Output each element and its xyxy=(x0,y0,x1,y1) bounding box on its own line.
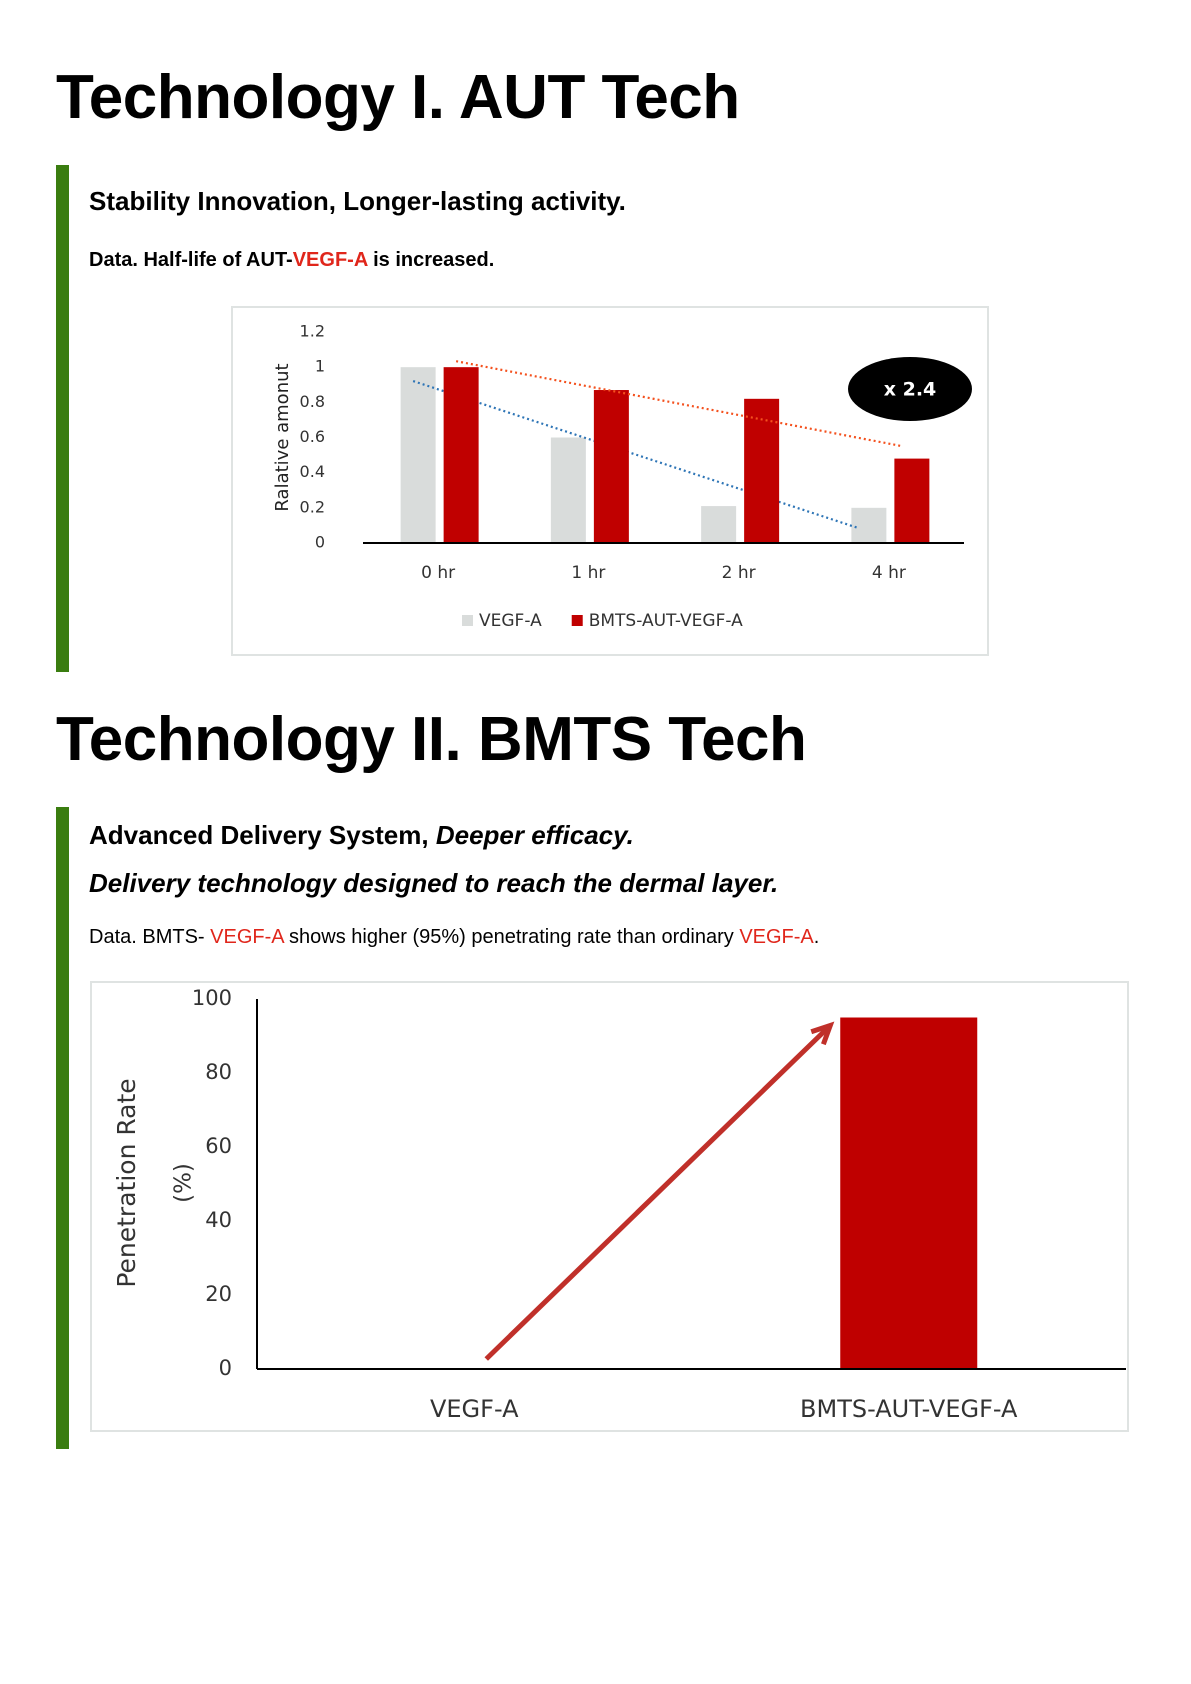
bar xyxy=(840,1017,978,1369)
y-tick-label: 1 xyxy=(315,357,325,376)
chart: 0 0.2 0.4 0.6 0.8 1 1.2 Ralative amonut 0 hr 1 hr… xyxy=(272,322,972,631)
y-axis-label: Penetration Rate xyxy=(112,1078,141,1287)
chart-frame: 0 20 40 60 80 100 Penetration Rate (%) VEGF-A BMT… xyxy=(90,981,1129,1432)
y-tick-label: 60 xyxy=(205,1134,232,1158)
legend-swatch xyxy=(571,615,583,626)
y-axis-label: Ralative amonut xyxy=(272,363,293,511)
chart: 0 20 40 60 80 100 Penetration Rate (%) VEGF-A BMT… xyxy=(112,986,1126,1423)
y-tick-label: 0.2 xyxy=(300,497,325,516)
x-tick-label: 1 hr xyxy=(571,563,605,583)
y-tick-label: 80 xyxy=(205,1060,232,1084)
chart-frame: 0 0.2 0.4 0.6 0.8 1 1.2 Ralative amonut 0 hr 1 hr… xyxy=(231,306,989,656)
text: VEGF-A xyxy=(292,249,368,271)
bar xyxy=(550,437,586,543)
arrow-head xyxy=(810,1021,835,1046)
text: Deeper efficacy. xyxy=(435,820,634,850)
y-tick-label: 0.6 xyxy=(300,427,325,446)
trendline xyxy=(455,360,903,448)
accent-bar xyxy=(56,165,69,672)
text: . xyxy=(813,926,820,948)
arrow xyxy=(484,1023,832,1361)
y-tick-label: 1.2 xyxy=(300,322,325,341)
bar xyxy=(851,507,887,543)
x-tick-label: 2 hr xyxy=(722,563,756,583)
legend-label: VEGF-A xyxy=(479,611,542,631)
y-tick-label: 0 xyxy=(219,1356,232,1380)
section-subheading: Delivery technology designed to reach th… xyxy=(89,868,779,898)
bar xyxy=(701,506,737,543)
bar xyxy=(744,398,780,543)
text: VEGF-A xyxy=(210,926,284,948)
text: Advanced Delivery System, xyxy=(89,820,436,850)
section-title: Technology II. BMTS Tech xyxy=(56,705,807,774)
data-caption: Data. Half-life of AUT-VEGF-A is increas… xyxy=(89,249,494,272)
bar xyxy=(443,367,479,543)
text: Data. Half-life of AUT- xyxy=(89,249,293,271)
y-axis-label: (%) xyxy=(171,1163,197,1203)
legend-swatch xyxy=(462,615,473,626)
y-tick-label: 0 xyxy=(315,533,325,552)
section-heading: Stability Innovation, Longer-lasting act… xyxy=(89,186,626,216)
text: Data. BMTS- xyxy=(89,926,211,948)
legend-label: BMTS-AUT-VEGF-A xyxy=(589,611,743,631)
bar xyxy=(894,458,930,543)
annotation: x 2.4 xyxy=(884,379,937,401)
bar xyxy=(593,390,629,543)
x-tick-label: BMTS-AUT-VEGF-A xyxy=(800,1395,1018,1423)
data-caption: Data. BMTS- VEGF-A shows higher (95%) pe… xyxy=(89,926,819,949)
bar xyxy=(400,367,436,543)
y-tick-label: 40 xyxy=(205,1208,232,1232)
y-tick-label: 0.4 xyxy=(300,462,325,481)
x-tick-label: 0 hr xyxy=(421,563,455,583)
x-tick-label: VEGF-A xyxy=(430,1395,519,1423)
section-title: Technology I. AUT Tech xyxy=(56,63,740,132)
text: VEGF-A xyxy=(739,926,814,948)
annotation-bubble xyxy=(848,357,972,421)
trendline xyxy=(412,380,860,530)
text: is increased. xyxy=(367,249,495,271)
text: shows higher (95%) penetrating rate than… xyxy=(283,926,740,948)
x-tick-label: 4 hr xyxy=(872,563,906,583)
section-heading: Advanced Delivery System, Deeper efficac… xyxy=(89,820,634,851)
accent-bar xyxy=(56,807,69,1449)
y-tick-label: 20 xyxy=(205,1282,232,1306)
y-tick-label: 0.8 xyxy=(300,392,325,411)
y-tick-label: 100 xyxy=(192,986,232,1010)
